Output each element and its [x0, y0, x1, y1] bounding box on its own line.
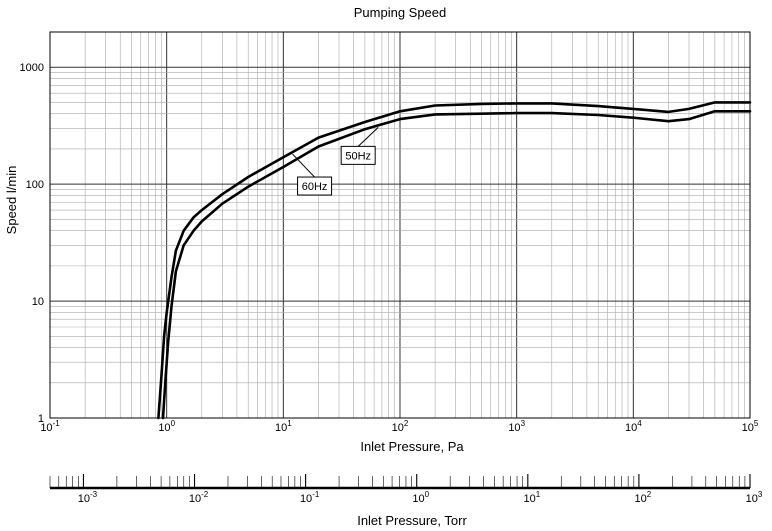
label-leader-50Hz: [357, 127, 379, 147]
torr-axis: 10-3 10-2 10-1 100 101 102 103: [49, 474, 763, 505]
curve-label-60Hz: 60Hz: [302, 181, 328, 193]
y-axis-label: Speed l/min: [4, 166, 19, 235]
x-axis-label: Inlet Pressure, Pa: [360, 439, 464, 454]
x-tick-label: 101: [275, 419, 292, 434]
torr-tick-label: 10-3: [78, 490, 98, 505]
y-tick-label: 100: [26, 179, 44, 191]
series-line-50Hz: [161, 110, 752, 420]
x-tick-label: 100: [158, 419, 175, 434]
x-tick-label: 102: [392, 419, 409, 434]
grid-lines: [50, 32, 750, 418]
label-box-50Hz: [340, 145, 376, 165]
torr-axis-label: Inlet Pressure, Torr: [357, 513, 467, 528]
series-layer: 60Hz 50Hz: [157, 101, 752, 420]
x-tick-label: 10-1: [40, 419, 60, 434]
torr-tick-label: 10-1: [300, 490, 320, 505]
x-tick-label: 105: [742, 419, 759, 434]
series-line-60Hz: [157, 101, 752, 420]
torr-tick-label: 103: [746, 490, 763, 505]
chart-title: Pumping Speed: [354, 5, 447, 20]
label-box-60Hz: [297, 176, 333, 196]
x-tick-label: 103: [508, 419, 525, 434]
y-tick-label: 1000: [20, 62, 44, 74]
torr-tick-label: 100: [412, 490, 429, 505]
y-tick-labels: 1 10 100 1000: [20, 62, 44, 425]
y-tick-label: 1: [38, 413, 44, 425]
x-tick-label: 104: [625, 419, 642, 434]
torr-tick-label: 102: [635, 490, 652, 505]
torr-tick-label: 10-2: [189, 490, 209, 505]
curve-label-50Hz: 50Hz: [345, 150, 371, 162]
x-tick-labels: 10-1 100 101 102 103 104 105: [40, 419, 759, 434]
y-tick-label: 10: [32, 296, 44, 308]
torr-tick-label: 101: [523, 490, 540, 505]
plot-frame: [49, 31, 751, 419]
label-leader-60Hz: [292, 153, 315, 178]
